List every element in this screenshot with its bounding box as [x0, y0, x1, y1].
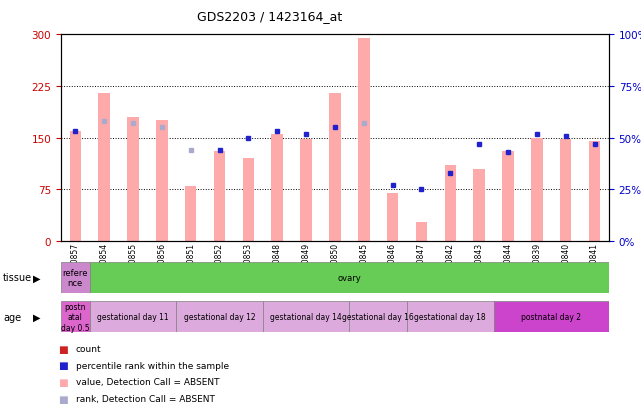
Bar	[90, 301, 176, 332]
Bar	[61, 301, 90, 332]
Bar	[70, 131, 81, 242]
Text: age: age	[3, 312, 21, 322]
Bar	[494, 301, 609, 332]
Bar	[387, 193, 398, 242]
Bar	[156, 121, 167, 242]
Bar	[329, 94, 341, 242]
Bar	[185, 187, 196, 242]
Text: gestational day 14: gestational day 14	[271, 313, 342, 321]
Bar	[263, 301, 349, 332]
Text: percentile rank within the sample: percentile rank within the sample	[76, 361, 229, 370]
Bar	[473, 169, 485, 242]
Text: count: count	[76, 344, 101, 354]
Text: postn
atal
day 0.5: postn atal day 0.5	[61, 302, 90, 332]
Bar	[503, 152, 514, 242]
Text: rank, Detection Call = ABSENT: rank, Detection Call = ABSENT	[76, 394, 215, 403]
Bar	[560, 140, 572, 242]
Bar	[588, 142, 600, 242]
Text: postnatal day 2: postnatal day 2	[521, 313, 581, 321]
Bar	[176, 301, 263, 332]
Bar	[531, 138, 542, 242]
Bar	[407, 301, 494, 332]
Bar	[358, 38, 369, 242]
Bar	[444, 166, 456, 242]
Bar	[213, 152, 226, 242]
Bar	[271, 135, 283, 242]
Text: gestational day 12: gestational day 12	[184, 313, 255, 321]
Text: ■: ■	[58, 394, 67, 404]
Text: gestational day 16: gestational day 16	[342, 313, 414, 321]
Text: gestational day 18: gestational day 18	[415, 313, 486, 321]
Bar	[242, 159, 254, 242]
Bar	[61, 262, 90, 293]
Text: gestational day 11: gestational day 11	[97, 313, 169, 321]
Text: ■: ■	[58, 344, 67, 354]
Bar	[349, 301, 407, 332]
Bar	[300, 140, 312, 242]
Text: GDS2203 / 1423164_at: GDS2203 / 1423164_at	[197, 10, 342, 23]
Text: ovary: ovary	[337, 273, 362, 282]
Text: ■: ■	[58, 361, 67, 370]
Text: ▶: ▶	[33, 273, 41, 283]
Bar	[127, 118, 138, 242]
Text: value, Detection Call = ABSENT: value, Detection Call = ABSENT	[76, 377, 219, 387]
Text: refere
nce: refere nce	[63, 268, 88, 287]
Text: ■: ■	[58, 377, 67, 387]
Bar	[99, 94, 110, 242]
Bar	[415, 222, 427, 242]
Text: tissue: tissue	[3, 273, 32, 283]
Text: ▶: ▶	[33, 312, 41, 322]
